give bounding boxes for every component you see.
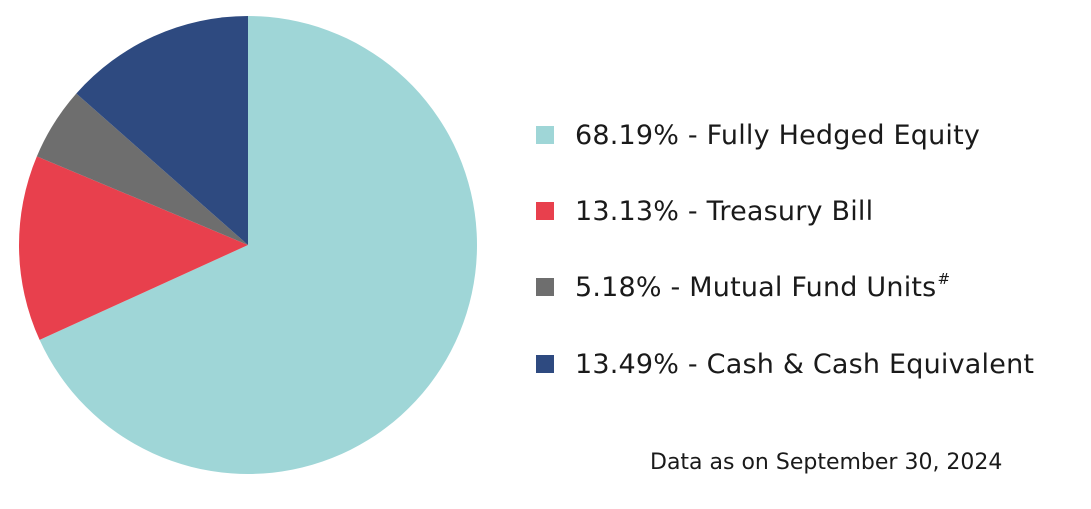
legend-swatch: [536, 278, 554, 296]
legend-item: 68.19% - Fully Hedged Equity: [536, 115, 980, 155]
pie-slice-cash-equivalent: [76, 16, 248, 245]
pie-slice-fully-hedged-equity: [39, 16, 477, 474]
legend-swatch: [536, 202, 554, 220]
pie-slice-treasury-bill: [18, 156, 249, 340]
legend-item: 5.18% - Mutual Fund Units#: [536, 267, 950, 307]
legend-item: 13.13% - Treasury Bill: [536, 191, 873, 231]
legend-item: 13.49% - Cash & Cash Equivalent: [536, 344, 1034, 384]
legend-label: 5.18% - Mutual Fund Units: [575, 271, 937, 303]
legend-swatch: [536, 355, 554, 373]
pie-chart: [18, 16, 477, 474]
legend-label: 13.13% - Treasury Bill: [575, 195, 874, 227]
legend-label: 13.49% - Cash & Cash Equivalent: [575, 348, 1035, 380]
pie-slice-mutual-fund-units: [36, 93, 249, 245]
legend-label: 68.19% - Fully Hedged Equity: [575, 119, 981, 151]
data-date-footnote: Data as on September 30, 2024: [650, 450, 1003, 475]
legend-label-wrap: 5.18% - Mutual Fund Units#: [575, 269, 951, 303]
legend-swatch: [536, 126, 554, 144]
legend-label-footnote-mark: #: [937, 269, 951, 288]
